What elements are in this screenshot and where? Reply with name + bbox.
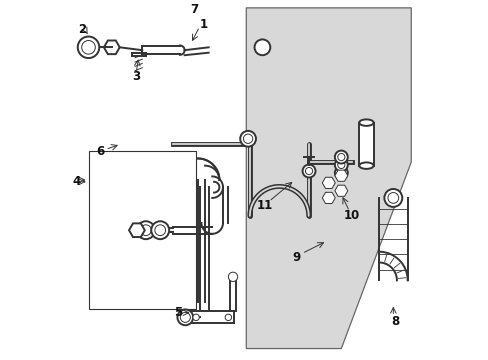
Text: 7: 7 <box>190 3 198 16</box>
Text: 3: 3 <box>132 69 140 82</box>
Polygon shape <box>334 185 347 196</box>
Ellipse shape <box>359 162 373 169</box>
Polygon shape <box>246 8 410 348</box>
Circle shape <box>254 40 270 55</box>
Circle shape <box>151 221 169 239</box>
Bar <box>88 151 196 309</box>
Circle shape <box>78 37 99 58</box>
Text: 8: 8 <box>390 315 398 328</box>
Text: 1: 1 <box>199 18 207 31</box>
Text: 11: 11 <box>257 199 273 212</box>
Circle shape <box>334 150 347 163</box>
Text: 6: 6 <box>96 145 104 158</box>
Circle shape <box>228 272 237 282</box>
Text: 10: 10 <box>343 210 360 222</box>
Circle shape <box>302 165 315 177</box>
Circle shape <box>240 131 255 147</box>
Circle shape <box>224 314 231 320</box>
Text: 9: 9 <box>292 251 300 264</box>
Text: 5: 5 <box>174 306 182 319</box>
Text: 4: 4 <box>72 175 81 188</box>
Circle shape <box>192 314 199 320</box>
Polygon shape <box>322 192 335 203</box>
Polygon shape <box>322 177 335 188</box>
Polygon shape <box>334 170 347 181</box>
Polygon shape <box>129 223 144 237</box>
Circle shape <box>334 158 347 171</box>
Circle shape <box>334 166 347 179</box>
Ellipse shape <box>359 120 373 126</box>
Circle shape <box>384 189 402 207</box>
Bar <box>359 123 373 166</box>
Text: 2: 2 <box>78 23 86 36</box>
Polygon shape <box>104 40 120 54</box>
Circle shape <box>137 221 155 239</box>
Circle shape <box>177 310 193 325</box>
